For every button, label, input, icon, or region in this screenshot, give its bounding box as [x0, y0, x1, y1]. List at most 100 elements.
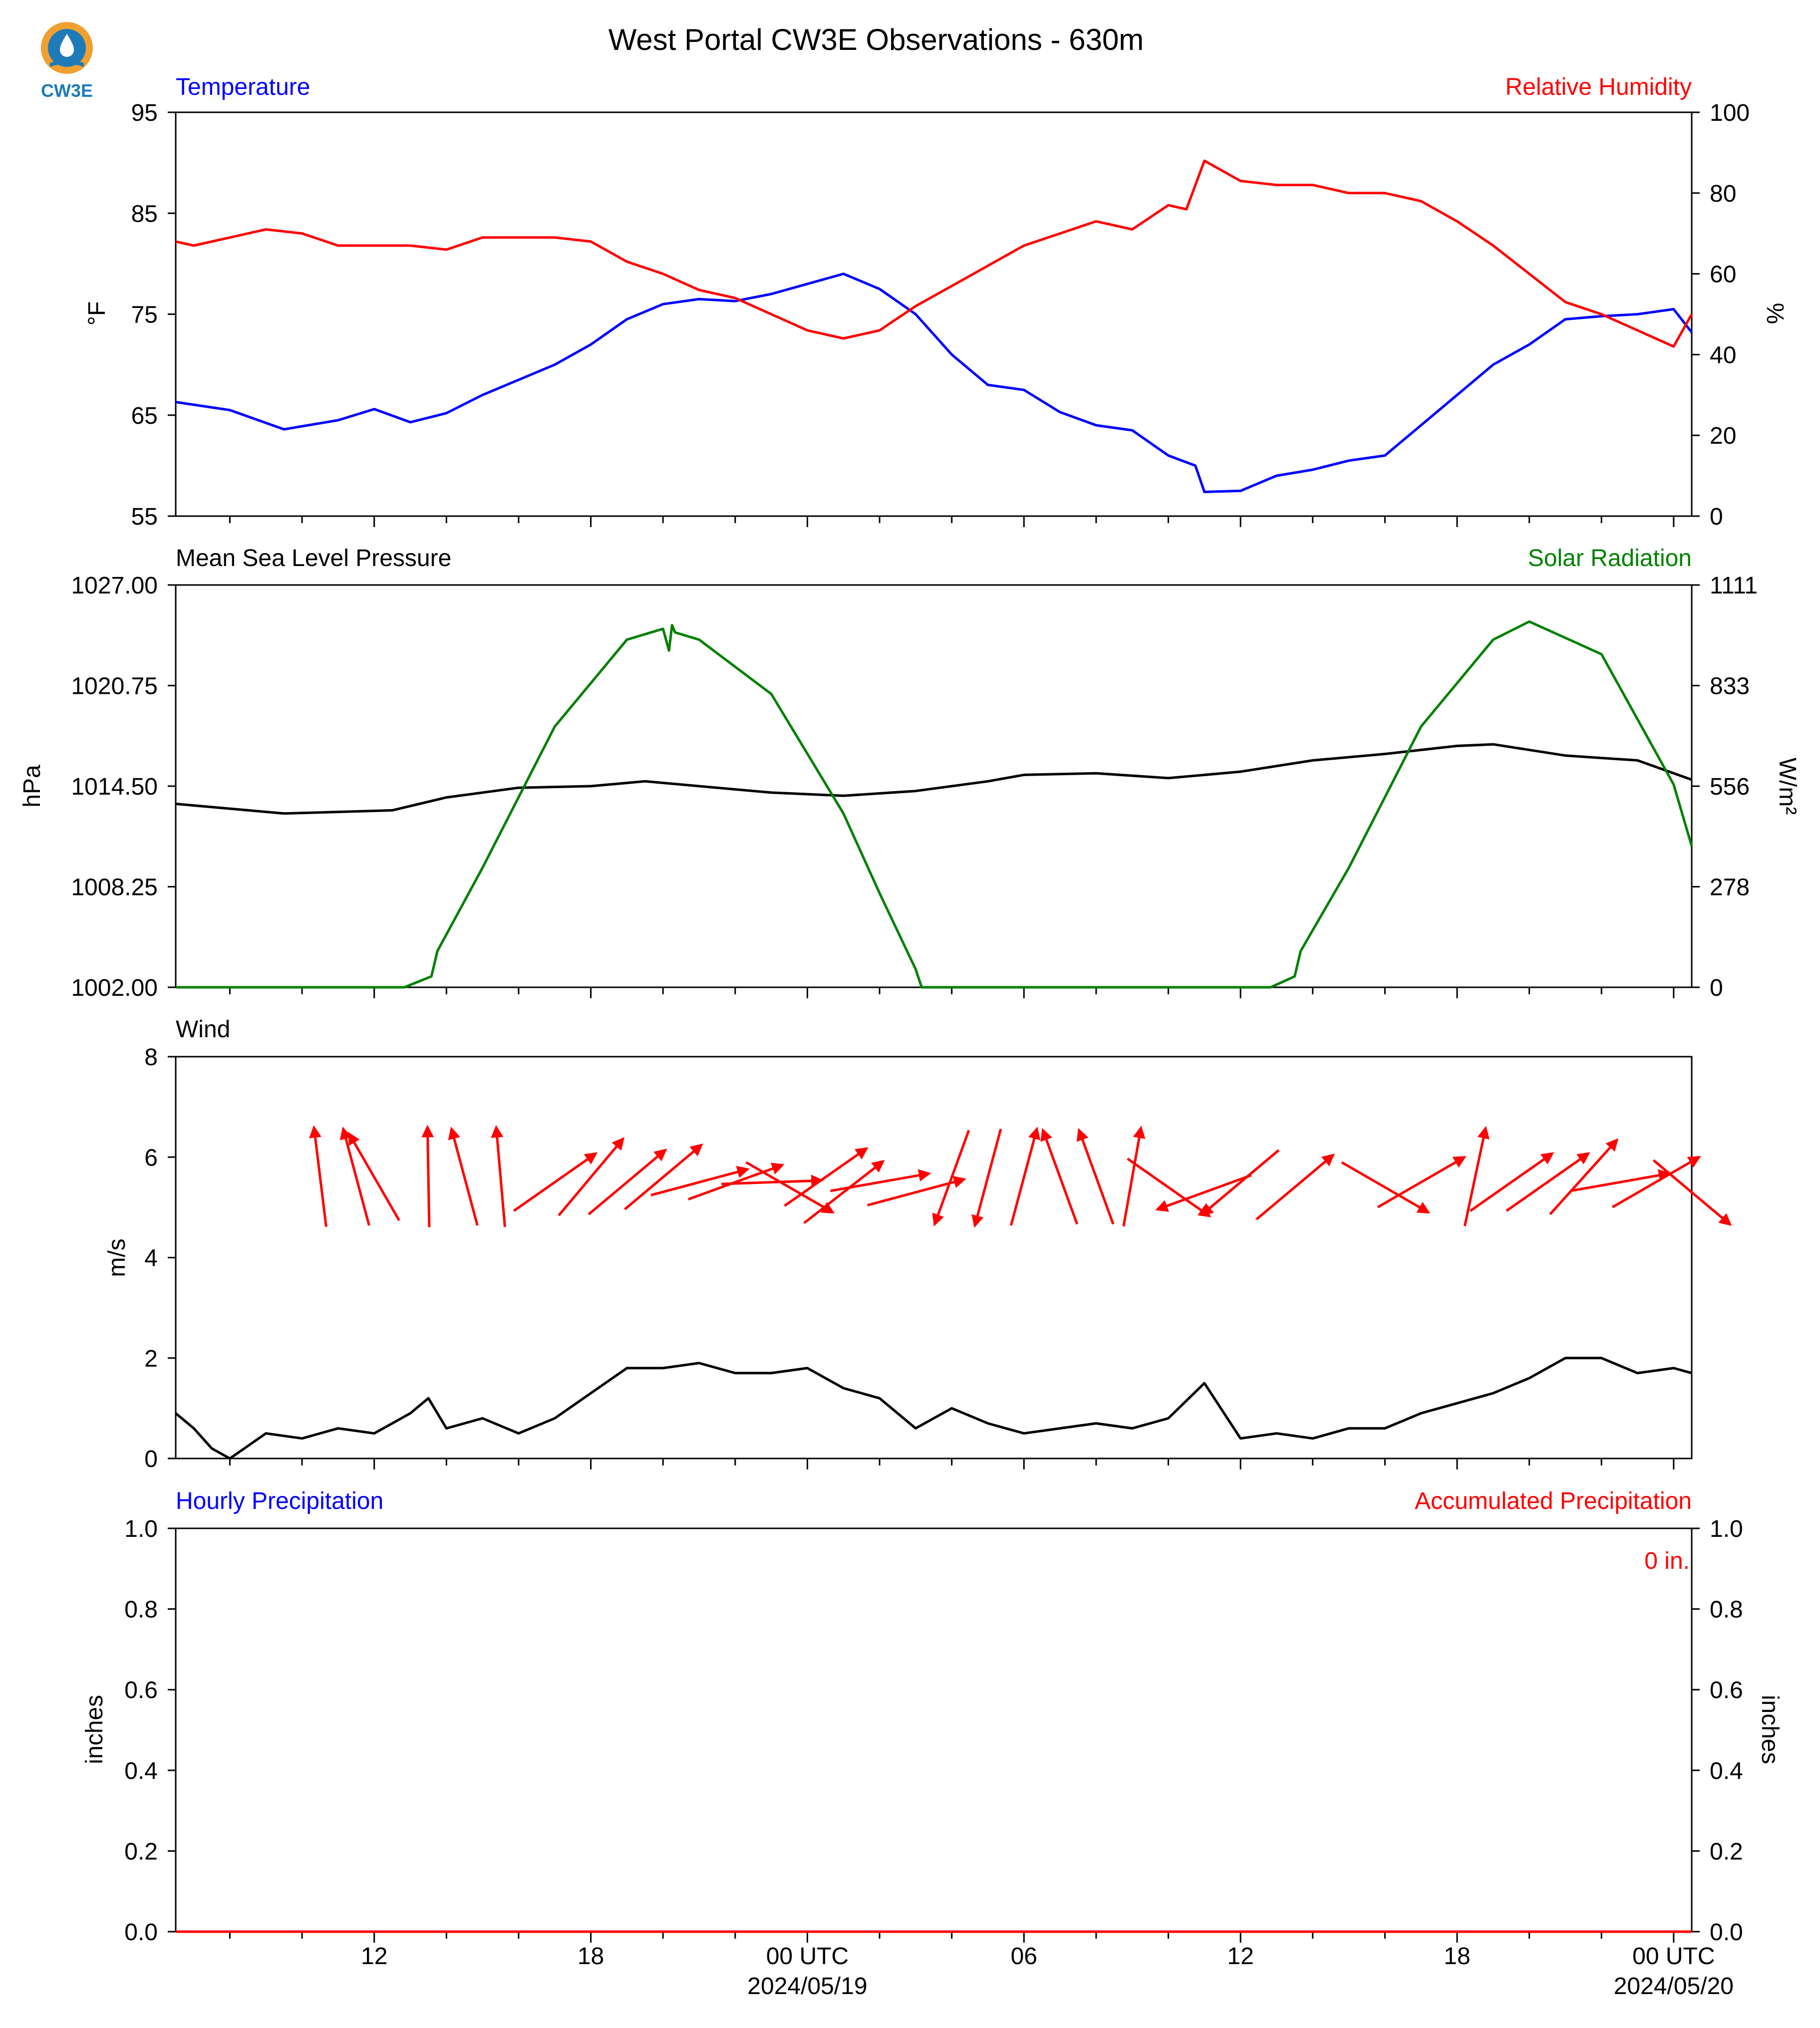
wind-direction-arrow [1570, 1169, 1671, 1192]
y2-tick-label-temp: 40 [1710, 342, 1736, 368]
humidity-axis-label: % [1762, 303, 1788, 324]
wind-direction-arrow [687, 1162, 785, 1201]
x-tick-label: 18 [1444, 1943, 1470, 1970]
y-tick-label-pressure: 1002.00 [71, 975, 158, 1001]
y2-tick-label-precip: 1.0 [1710, 1516, 1743, 1542]
wind-direction-arrow [448, 1127, 479, 1226]
y2-tick-label-temp: 60 [1710, 262, 1736, 288]
precip-total-label: 0 in. [1644, 1548, 1690, 1574]
chart-marks: 95857565551008060402001027.001020.751014… [71, 100, 1758, 2000]
y2-tick-label-pressure: 1111 [1710, 573, 1758, 599]
y2-tick-label-pressure: 0 [1710, 975, 1723, 1001]
wind-direction-arrow [1506, 1152, 1590, 1212]
wind-direction-arrow [1470, 1152, 1554, 1212]
hourly-precip-title: Hourly Precipitation [176, 1488, 383, 1514]
x-date-label: 2024/05/20 [1614, 1973, 1734, 2000]
wind-direction-arrow [348, 1132, 400, 1221]
wind-direction-arrow [1040, 1128, 1079, 1225]
y-tick-label-precip: 0.6 [124, 1677, 158, 1704]
wind-direction-arrow [588, 1149, 667, 1215]
plot-frame-temp [175, 111, 1693, 517]
solar-radiation-line [176, 620, 1693, 989]
y-tick-label-pressure: 1027.00 [71, 573, 158, 599]
wind-direction-arrow [803, 1160, 885, 1224]
y-tick-label-pressure: 1008.25 [71, 874, 158, 901]
y2-tick-label-precip: 0.6 [1710, 1677, 1743, 1704]
water-drop-sun-icon [41, 22, 93, 74]
y2-tick-label-temp: 100 [1710, 100, 1750, 126]
wind-direction-arrow [745, 1161, 835, 1214]
y-tick-label-precip: 0.0 [124, 1919, 158, 1946]
accum-precip-title: Accumulated Precipitation [1415, 1488, 1692, 1514]
wind-direction-arrow [1652, 1159, 1732, 1226]
wind-direction-arrow [1377, 1156, 1467, 1208]
wind-direction-arrow [339, 1127, 370, 1226]
wind-direction-arrow [623, 1144, 703, 1210]
y-tick-label-wind: 4 [144, 1245, 158, 1272]
y-tick-label-wind: 8 [144, 1044, 158, 1071]
y-tick-label-temp: 65 [131, 403, 158, 429]
y-tick-label-temp: 95 [131, 100, 158, 126]
pressure-title: Mean Sea Level Pressure [176, 545, 451, 572]
hourly-precip-axis-label: inches [81, 1695, 108, 1764]
plot-frame-pressure [175, 584, 1693, 988]
y2-tick-label-temp: 80 [1710, 181, 1736, 207]
y-tick-label-temp: 55 [131, 504, 158, 530]
wind-title: Wind [176, 1016, 230, 1043]
x-tick-label: 12 [1227, 1943, 1253, 1970]
wind-direction-arrow [1463, 1126, 1490, 1226]
wind-direction-arrow [491, 1125, 506, 1227]
wind-direction-arrow [1122, 1126, 1146, 1227]
y-tick-label-wind: 0 [144, 1446, 158, 1472]
y-tick-label-pressure: 1014.50 [71, 774, 158, 800]
logo-text: CW3E [41, 80, 93, 101]
y-tick-label-wind: 2 [144, 1346, 158, 1372]
y2-tick-label-pressure: 556 [1710, 774, 1750, 800]
wind-direction-arrow [867, 1175, 966, 1206]
wind-speed-line [175, 1357, 1692, 1460]
pressure-line [175, 743, 1692, 815]
wind-axis-label: m/s [104, 1238, 130, 1277]
cw3e-logo: CW3E [41, 22, 93, 101]
wind-direction-arrow [513, 1152, 598, 1212]
wind-direction-arrow [971, 1129, 1002, 1228]
wind-direction-arrow [1341, 1161, 1431, 1214]
y2-tick-label-precip: 0.4 [1710, 1758, 1743, 1784]
wind-direction-arrow [1255, 1154, 1335, 1220]
wind-direction-arrow [1549, 1138, 1619, 1215]
wind-direction-arrow [1076, 1128, 1115, 1225]
x-tick-label: 06 [1011, 1943, 1037, 1970]
humidity-title: Relative Humidity [1506, 74, 1692, 100]
wind-direction-arrow [1200, 1149, 1280, 1216]
chart-title: West Portal CW3E Observations - 630m [608, 23, 1144, 56]
plot-frame-wind [175, 1056, 1693, 1459]
x-tick-label: 00 UTC [766, 1943, 849, 1970]
humidity-line [175, 159, 1693, 348]
y2-tick-label-precip: 0.2 [1710, 1838, 1743, 1865]
temperature-axis-label: °F [84, 301, 110, 326]
wind-direction-arrow [784, 1147, 869, 1207]
y2-tick-label-precip: 0.8 [1710, 1597, 1743, 1623]
wind-direction-arrow [558, 1137, 625, 1216]
y-tick-label-wind: 6 [144, 1145, 158, 1171]
plot-frame-precip [175, 1527, 1693, 1933]
wind-direction-arrow [830, 1169, 931, 1192]
wind-direction-arrow [1127, 1158, 1212, 1217]
y-tick-label-temp: 75 [131, 302, 158, 328]
temperature-line [175, 273, 1693, 493]
accum-precip-axis-label: inches [1757, 1695, 1783, 1764]
solar-axis-label: W/m² [1774, 758, 1801, 815]
y2-tick-label-pressure: 278 [1710, 874, 1750, 901]
y2-tick-label-precip: 0.0 [1710, 1919, 1743, 1946]
y-tick-label-temp: 85 [131, 201, 158, 227]
y2-tick-label-pressure: 833 [1710, 673, 1750, 700]
y-tick-label-precip: 0.2 [124, 1838, 158, 1865]
wind-direction-arrow [932, 1130, 970, 1227]
wind-direction-arrow [309, 1125, 327, 1227]
y-tick-label-precip: 1.0 [124, 1516, 158, 1542]
y-tick-label-precip: 0.8 [124, 1597, 158, 1623]
wind-direction-arrow [421, 1125, 434, 1227]
wind-direction-arrow [721, 1174, 824, 1187]
temperature-title: Temperature [176, 74, 310, 100]
